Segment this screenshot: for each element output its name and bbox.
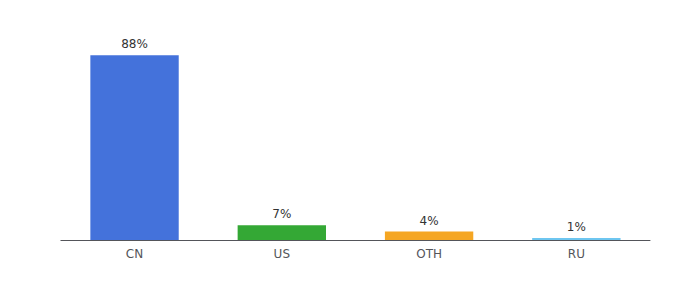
svg-text:RU: RU bbox=[568, 247, 585, 261]
svg-text:7%: 7% bbox=[272, 207, 291, 221]
svg-text:CN: CN bbox=[126, 247, 143, 261]
svg-text:OTH: OTH bbox=[416, 247, 442, 261]
svg-text:US: US bbox=[274, 247, 290, 261]
svg-text:4%: 4% bbox=[420, 214, 439, 228]
svg-text:88%: 88% bbox=[121, 37, 148, 51]
svg-text:1%: 1% bbox=[567, 220, 586, 234]
